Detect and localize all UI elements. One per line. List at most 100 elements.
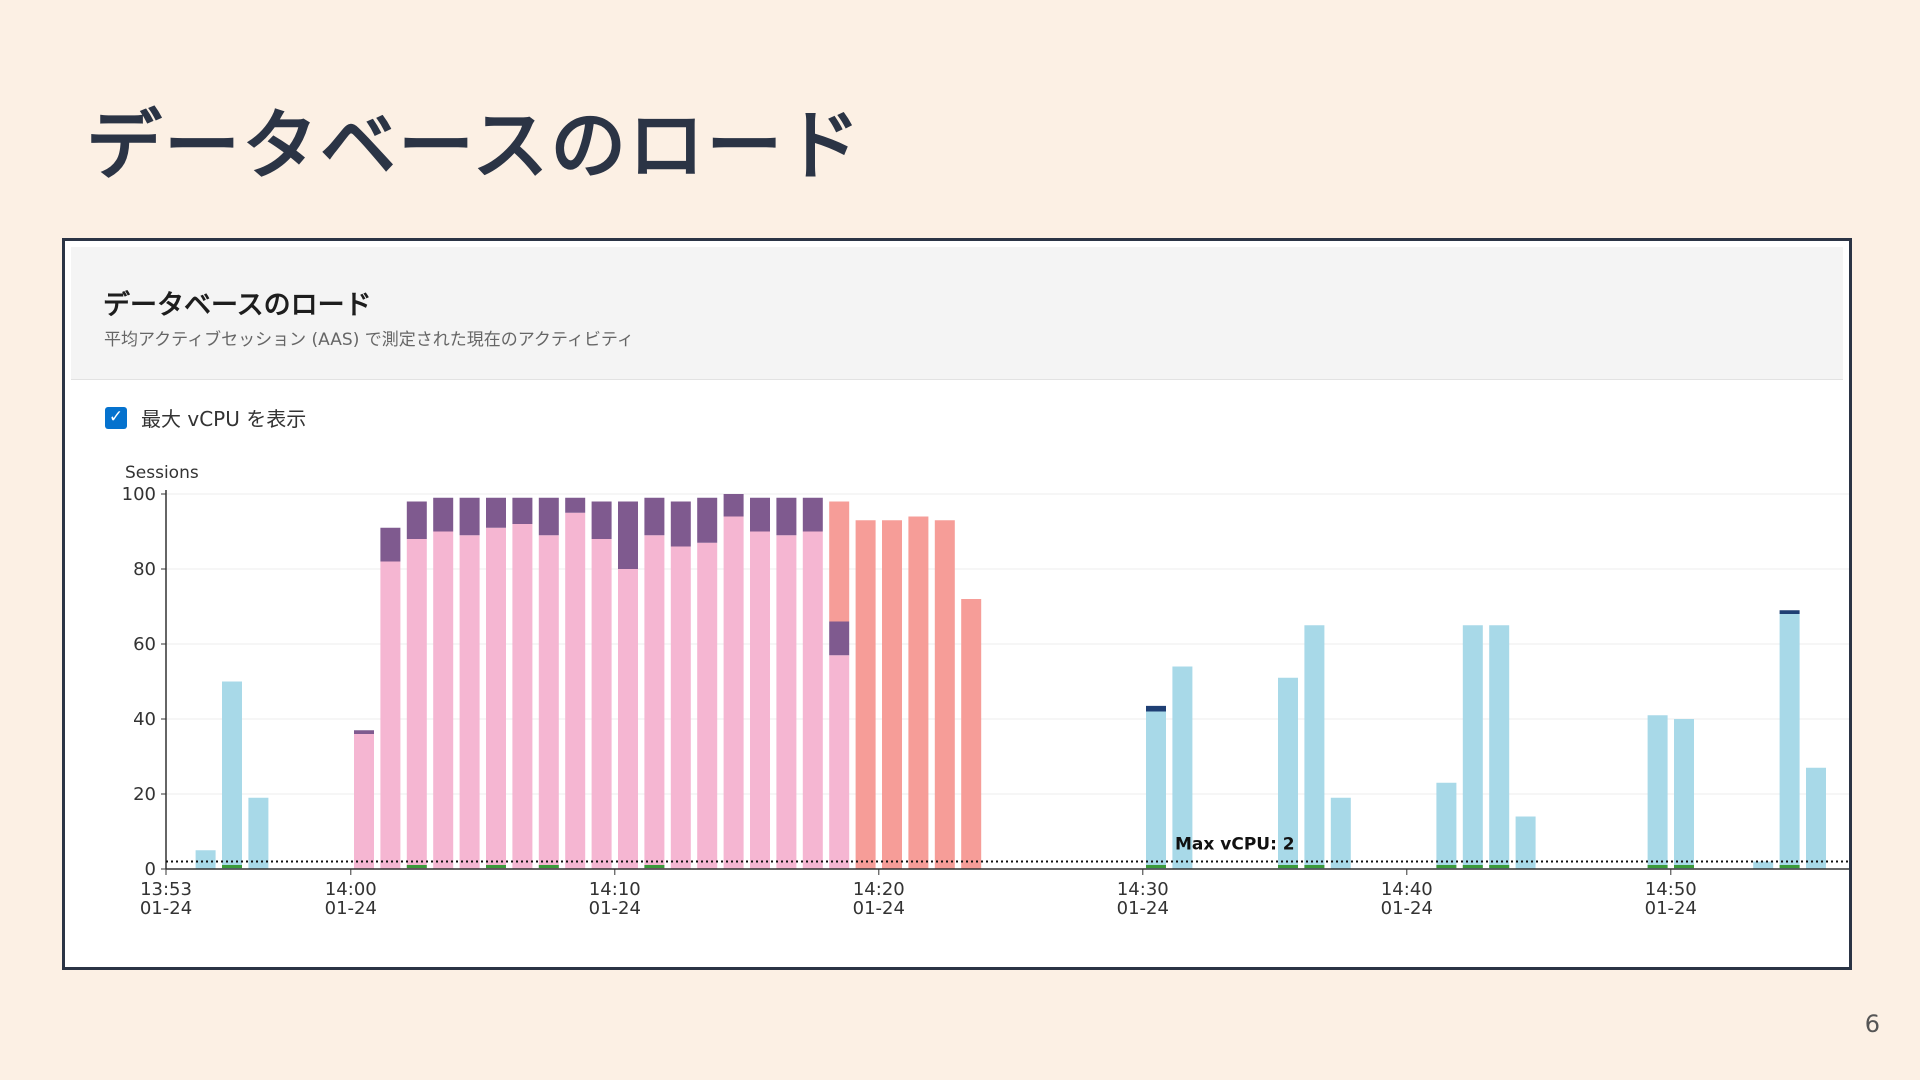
show-max-vcpu-label: 最大 vCPU を表示 [141, 407, 307, 431]
x-tick-label-time: 14:00 [325, 879, 377, 900]
database-load-panel: データベースのロード 平均アクティブセッション (AAS) で測定された現在のア… [62, 238, 1852, 970]
bar-segment [1647, 715, 1668, 869]
bar-segment [750, 531, 770, 869]
bar-segment [565, 497, 586, 513]
bar-baseline-marker [1674, 865, 1694, 868]
bar-segment [723, 494, 744, 517]
bar-segment [565, 512, 586, 869]
slide-title: データベースのロード [86, 101, 863, 190]
x-tick-label-time: 14:20 [853, 879, 905, 900]
bar-segment [406, 501, 427, 539]
bar-segment [433, 497, 454, 532]
bar-segment [1806, 767, 1826, 869]
bar-segment [538, 497, 559, 536]
bar-segment [433, 531, 454, 869]
bar-segment [406, 539, 427, 869]
bar-segment [354, 734, 374, 869]
x-tick-label-time: 13:53 [140, 879, 192, 900]
bar-segment [1674, 719, 1694, 869]
x-tick-label-time: 14:50 [1645, 879, 1697, 900]
max-vcpu-label: Max vCPU: 2 [1175, 835, 1295, 855]
bar-segment [1515, 816, 1536, 869]
bar-segment [1779, 614, 1800, 869]
bar-segment [459, 497, 480, 536]
bar-segment [802, 531, 823, 869]
panel-header: データベースのロード 平均アクティブセッション (AAS) で測定された現在のア… [71, 247, 1843, 380]
bar-segment [723, 516, 744, 869]
y-tick-label: 40 [133, 709, 156, 730]
bar-segment [380, 561, 401, 869]
bar-segment [1146, 711, 1166, 869]
y-tick-label: 60 [133, 634, 156, 655]
bar-segment [591, 501, 612, 539]
bar-segment [222, 681, 242, 869]
bar-baseline-marker [1278, 865, 1298, 868]
bar-segment [882, 520, 902, 869]
bar-segment [934, 520, 955, 869]
bar-segment [1489, 625, 1510, 869]
bar-segment [1779, 610, 1800, 614]
show-max-vcpu-checkbox[interactable]: ✓ [105, 406, 127, 429]
bar-segment [618, 569, 638, 869]
bar-segment [1304, 625, 1325, 869]
y-tick-label: 0 [145, 859, 156, 880]
bar-baseline-marker [1779, 865, 1800, 868]
show-max-vcpu-toggle[interactable]: ✓ 最大 vCPU を表示 [105, 403, 306, 432]
bar-segment [829, 501, 850, 622]
bar-segment [248, 797, 269, 869]
bar-segment [1753, 861, 1774, 869]
y-tick-label: 100 [122, 484, 156, 505]
bar-segment [750, 497, 770, 532]
bar-segment [1462, 625, 1483, 869]
bar-segment [961, 599, 982, 869]
x-tick-label-date: 01-24 [1381, 898, 1433, 919]
x-tick-label-time: 14:40 [1381, 879, 1433, 900]
bar-segment [591, 539, 612, 869]
bar-segment [697, 542, 718, 869]
bar-segment [486, 497, 506, 528]
bar-baseline-marker [644, 865, 665, 868]
bar-baseline-marker [406, 865, 427, 868]
x-tick-label-time: 14:10 [589, 879, 641, 900]
bar-segment [538, 535, 559, 869]
bar-segment [195, 850, 216, 869]
x-tick-label-date: 01-24 [140, 898, 192, 919]
x-tick-label-date: 01-24 [1117, 898, 1169, 919]
bar-segment [908, 516, 929, 869]
x-tick-label-date: 01-24 [853, 898, 905, 919]
bar-baseline-marker [1489, 865, 1510, 868]
bar-baseline-marker [538, 865, 559, 868]
bar-segment [802, 497, 823, 532]
bar-segment [829, 655, 850, 869]
bar-segment [776, 535, 797, 869]
x-tick-label-date: 01-24 [325, 898, 377, 919]
y-axis-label: Sessions [125, 463, 199, 483]
bar-baseline-marker [1647, 865, 1668, 868]
bar-segment [380, 527, 401, 562]
bar-segment [618, 501, 638, 569]
y-tick-label: 80 [133, 559, 156, 580]
bar-segment [1330, 797, 1351, 869]
bar-segment [459, 535, 480, 869]
panel-title: データベースのロード [103, 290, 372, 321]
page-number: 6 [1864, 1010, 1880, 1038]
x-tick-label-time: 14:30 [1117, 879, 1169, 900]
bar-segment [486, 527, 506, 869]
bar-segment [670, 501, 691, 547]
x-tick-label-date: 01-24 [1645, 898, 1697, 919]
bar-segment [670, 546, 691, 869]
bar-segment [776, 497, 797, 536]
bar-baseline-marker [1304, 865, 1325, 868]
bar-segment [644, 535, 665, 869]
x-tick-label-date: 01-24 [589, 898, 641, 919]
bar-segment [1172, 666, 1193, 869]
bar-baseline-marker [1436, 865, 1457, 868]
bar-baseline-marker [1462, 865, 1483, 868]
bar-segment [829, 621, 850, 656]
bar-segment [1278, 677, 1298, 869]
bar-segment [697, 497, 718, 543]
bar-segment [644, 497, 665, 536]
bar-segment [1146, 705, 1166, 712]
bar-baseline-marker [1146, 865, 1166, 868]
